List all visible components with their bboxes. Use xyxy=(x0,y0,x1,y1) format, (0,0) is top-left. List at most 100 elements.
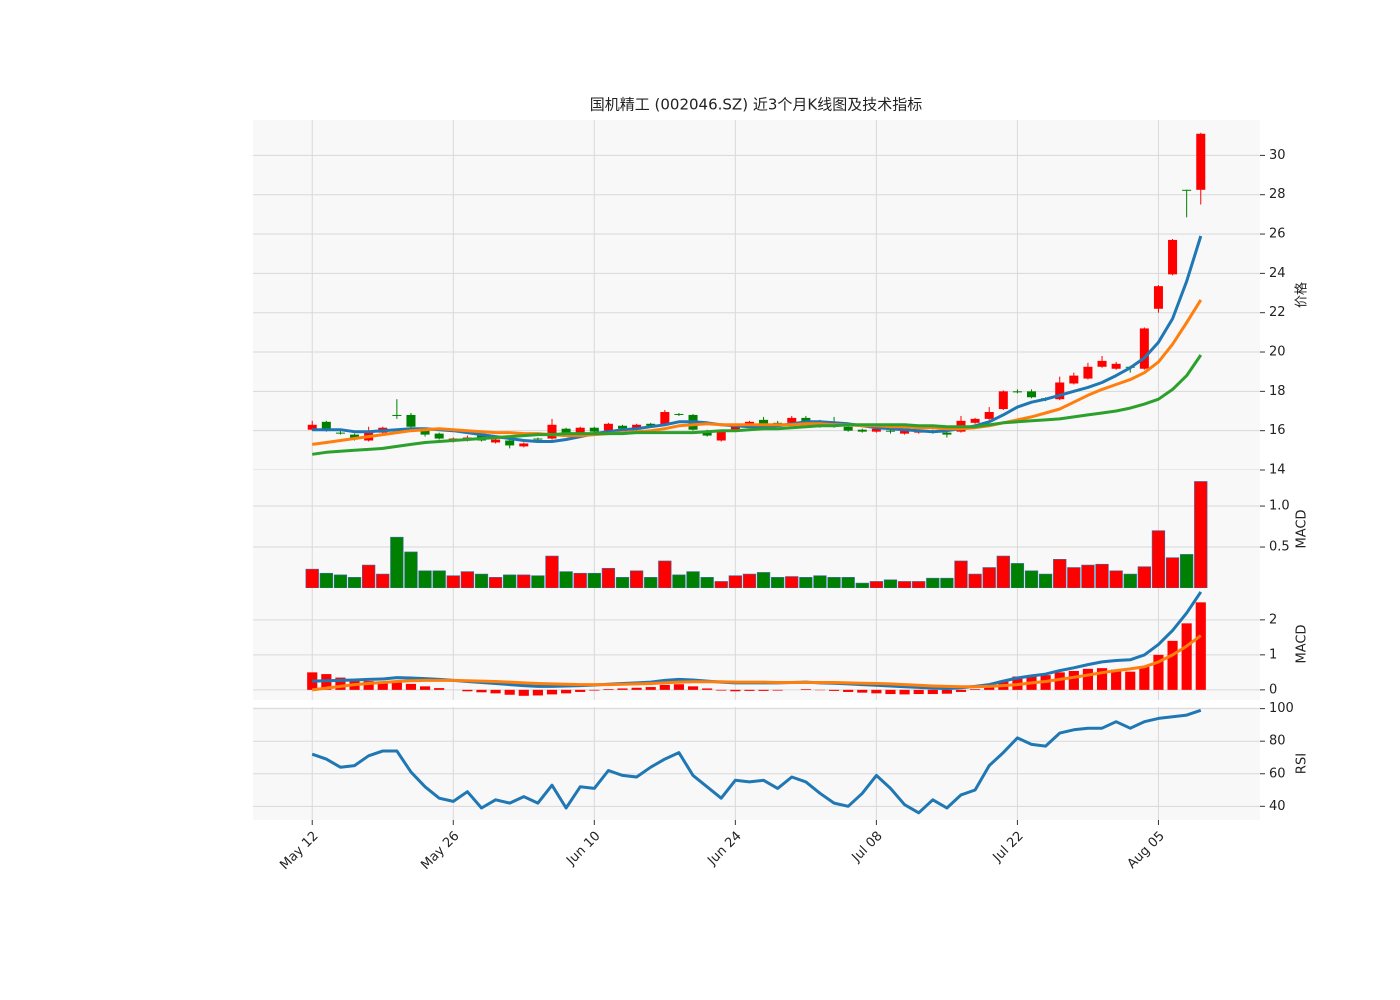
bar xyxy=(885,689,896,695)
candle-body xyxy=(392,414,402,416)
volume-bar xyxy=(474,573,489,589)
y-axis-label: 价格 xyxy=(1294,282,1310,308)
bar xyxy=(363,681,374,690)
candle-body xyxy=(1097,360,1107,367)
candle-body xyxy=(561,428,571,433)
volume-bar xyxy=(573,572,587,589)
candle-body xyxy=(843,426,853,431)
candle-body xyxy=(660,411,670,425)
volume-bar xyxy=(1123,573,1137,589)
volume-bar xyxy=(1180,554,1194,589)
bar xyxy=(1139,666,1150,690)
volume-bar xyxy=(1165,557,1180,589)
candle-body xyxy=(335,432,345,434)
bar xyxy=(476,689,487,693)
volume-bar xyxy=(517,574,531,589)
bar xyxy=(730,689,741,692)
y-tick-label: 24 xyxy=(1269,266,1286,281)
volume-bar xyxy=(644,577,658,589)
candle-body xyxy=(350,434,360,439)
volume-bar xyxy=(968,573,982,589)
bar xyxy=(1167,640,1178,690)
candle-body xyxy=(321,421,331,431)
candle-body xyxy=(1069,375,1079,384)
line xyxy=(311,354,1203,456)
bar xyxy=(617,688,628,690)
bar xyxy=(532,689,543,696)
volume-bar xyxy=(686,571,700,589)
bar xyxy=(335,677,346,690)
candle-body xyxy=(730,424,740,431)
volume-bar xyxy=(418,570,432,589)
bar xyxy=(391,682,402,690)
volume-bar xyxy=(996,555,1010,589)
y-tick-label: 22 xyxy=(1269,305,1286,320)
bar xyxy=(1181,623,1192,690)
bar xyxy=(1195,602,1206,690)
bar xyxy=(1125,671,1136,690)
bar xyxy=(434,688,445,690)
volume-bar xyxy=(785,576,799,589)
panel-background xyxy=(253,707,1260,820)
bar xyxy=(955,689,967,692)
y-tick-label: 28 xyxy=(1269,187,1286,202)
volume-bar xyxy=(940,577,954,589)
candle-body xyxy=(646,423,656,426)
x-tick-label: Jul 08 xyxy=(849,829,886,866)
y-tick-label: 1 xyxy=(1269,647,1277,662)
bar xyxy=(1153,654,1164,690)
bar xyxy=(1111,669,1122,690)
line xyxy=(311,708,1202,815)
panel-background xyxy=(253,470,1260,588)
volume-bar xyxy=(799,577,813,589)
candle-body xyxy=(1055,382,1065,400)
volume-bar xyxy=(376,573,390,589)
volume-bar xyxy=(531,575,545,589)
candle-body xyxy=(434,433,444,439)
bar xyxy=(927,689,938,695)
volume-bar xyxy=(827,577,841,589)
volume-bar xyxy=(855,582,869,589)
volume-bar xyxy=(1010,563,1025,589)
bar xyxy=(772,689,783,691)
candle-body xyxy=(970,418,980,423)
candle-body xyxy=(984,411,994,419)
x-tick-label: May 26 xyxy=(418,829,462,873)
bar xyxy=(575,689,586,692)
volume-bar xyxy=(756,572,771,589)
y-tick-label: 0.5 xyxy=(1269,540,1290,555)
candle-body xyxy=(1139,328,1149,369)
bar xyxy=(504,689,515,695)
x-tick-label: Aug 05 xyxy=(1125,829,1168,872)
volume-bar xyxy=(869,581,884,589)
volume-bar xyxy=(362,564,376,589)
candle-body xyxy=(420,430,430,435)
volume-bar xyxy=(912,581,926,589)
bar xyxy=(913,689,924,695)
candle-body xyxy=(519,443,529,447)
bar xyxy=(419,686,431,690)
y-axis-label: RSI xyxy=(1295,753,1310,774)
bar xyxy=(405,683,417,690)
panel-background xyxy=(253,120,1260,470)
volume-bar xyxy=(714,581,728,589)
candle-body xyxy=(942,432,952,435)
volume-bar xyxy=(982,567,996,589)
x-tick-label: Jul 22 xyxy=(990,829,1027,866)
volume-bar xyxy=(333,574,348,589)
volume-bar xyxy=(1053,559,1067,589)
bar xyxy=(659,684,670,690)
volume-bar xyxy=(615,577,630,589)
candle-body xyxy=(1111,363,1121,369)
y-tick-label: 18 xyxy=(1269,384,1286,399)
volume-bar xyxy=(1137,566,1151,589)
y-tick-label: 100 xyxy=(1269,701,1294,716)
volume-bar xyxy=(404,551,418,589)
volume-bar xyxy=(841,577,855,589)
volume-bar xyxy=(390,536,404,589)
candle-body xyxy=(547,424,557,439)
y-tick-label: 60 xyxy=(1269,766,1286,781)
volume-bar xyxy=(601,568,616,589)
candle-body xyxy=(1083,366,1093,379)
